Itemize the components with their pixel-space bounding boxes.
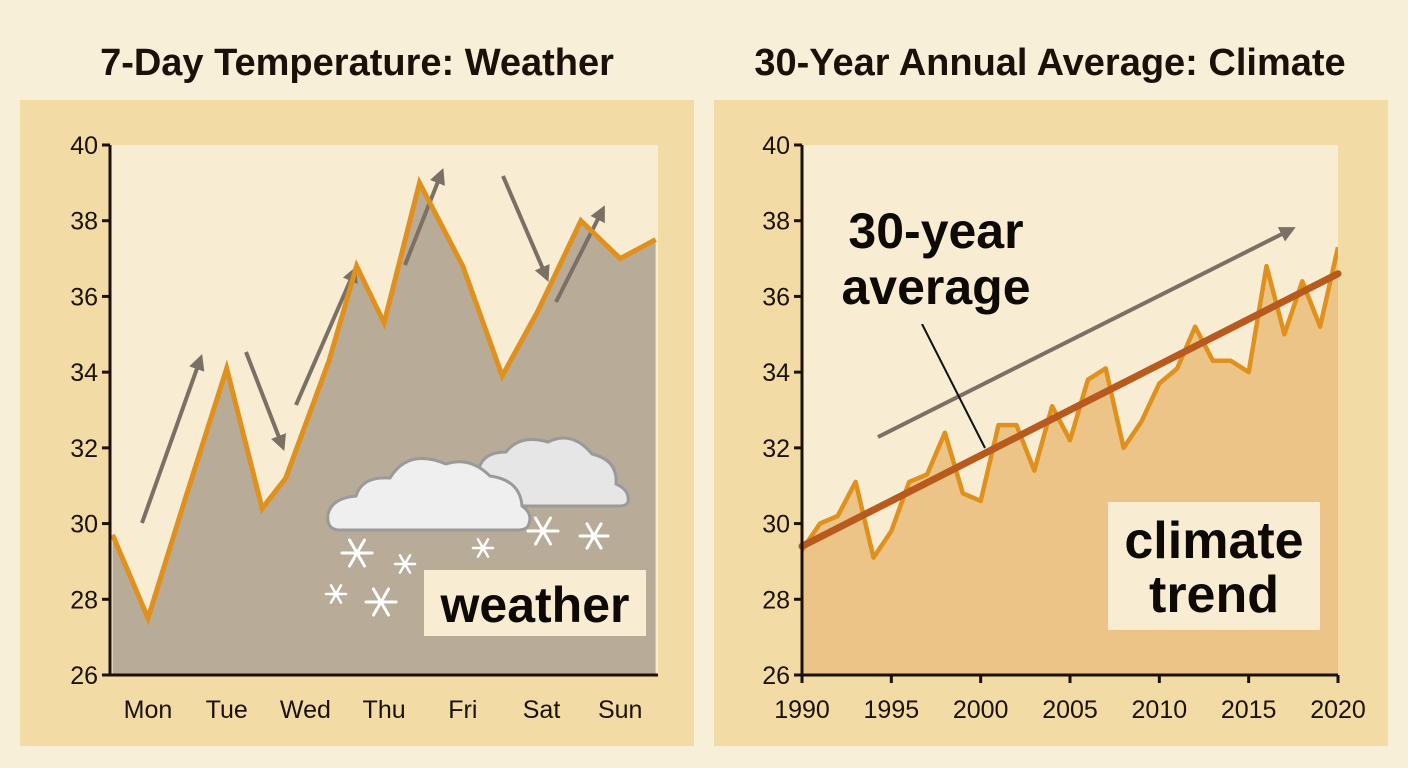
arrow-icon: [877, 227, 1296, 439]
x-tick-label: Sun: [598, 696, 642, 724]
climate-y-ticks: 26 28 30 32 34 36 38 40: [762, 132, 802, 690]
climate-trend-line: [798, 270, 1342, 550]
snowflakes: [324, 516, 610, 617]
x-tick-label: Sat: [523, 696, 561, 724]
average-label-line1: 30-year: [848, 203, 1023, 259]
y-tick-label: 38: [70, 208, 98, 236]
x-tick-label: 1995: [864, 696, 920, 724]
x-tick-label: 2010: [1132, 696, 1188, 724]
snowflake-icon: [578, 522, 610, 550]
arrow-icon: [554, 205, 605, 303]
x-tick-label: 2015: [1221, 696, 1277, 724]
arrow-icon: [501, 175, 550, 282]
snowflake-icon: [393, 554, 417, 574]
climate-panel: 30-Year Annual Average: Climate 30-year …: [714, 42, 1388, 746]
x-tick-label: Mon: [124, 696, 173, 724]
snowflake-icon: [324, 584, 348, 604]
weather-area-fill: [112, 182, 656, 675]
x-tick-label: Thu: [363, 696, 406, 724]
y-tick-label: 38: [762, 208, 790, 236]
y-tick-label: 26: [70, 662, 98, 690]
y-tick-label: 30: [762, 511, 790, 539]
snowflake-icon: [340, 538, 374, 568]
snowflake-icon: [471, 538, 495, 558]
y-tick-label: 36: [762, 283, 790, 311]
y-tick-label: 30: [70, 511, 98, 539]
x-tick-label: 2020: [1310, 696, 1366, 724]
y-tick-label: 26: [762, 662, 790, 690]
snowflake-icon: [526, 516, 560, 546]
arrow-icon: [403, 168, 445, 266]
weather-series-line: [110, 175, 657, 626]
climate-line: [802, 246, 1338, 560]
weather-y-ticks: 26 28 30 32 34 36 38 40: [70, 132, 110, 690]
trend-label-box: [1108, 502, 1320, 630]
weather-label: weather: [440, 577, 630, 633]
trend-label-line1: climate: [1124, 512, 1303, 570]
climate-chart-title: 30-Year Annual Average: Climate: [754, 42, 1345, 84]
y-tick-label: 34: [70, 359, 98, 387]
snowflake-icon: [364, 587, 398, 617]
x-tick-label: 2000: [953, 696, 1009, 724]
weather-chart-title: 7-Day Temperature: Weather: [100, 42, 614, 84]
trend-label-line2: trend: [1149, 566, 1279, 624]
weather-arrows: [140, 168, 605, 524]
trend-line: [798, 270, 1342, 550]
y-tick-label: 34: [762, 359, 790, 387]
cloud-icon: [326, 456, 532, 532]
weather-panel: 7-Day Temperature: Weather weather 26 28 3…: [20, 42, 694, 746]
arrow-icon: [140, 353, 205, 524]
weather-line: [110, 175, 657, 626]
arrow-icon: [294, 266, 358, 406]
average-pointer: [921, 323, 986, 449]
average-label-line2: average: [841, 259, 1030, 315]
weather-x-ticks: Mon Tue Wed Thu Fri Sat Sun: [124, 696, 643, 724]
y-tick-label: 28: [762, 586, 790, 614]
x-tick-label: 1990: [774, 696, 830, 724]
y-tick-label: 32: [70, 435, 98, 463]
weather-label-box: [424, 570, 646, 636]
y-tick-label: 28: [70, 586, 98, 614]
x-tick-label: Tue: [206, 696, 248, 724]
x-tick-label: Wed: [280, 696, 331, 724]
weather-area: [112, 182, 656, 675]
climate-series-line: [802, 246, 1338, 560]
y-tick-label: 36: [70, 283, 98, 311]
y-tick-label: 40: [762, 132, 790, 160]
average-label-box: [826, 190, 1046, 324]
y-tick-label: 40: [70, 132, 98, 160]
climate-x-ticks: 1990 1995 2000 2005 2010 2015 2020: [774, 675, 1366, 724]
x-tick-label: 2005: [1042, 696, 1098, 724]
y-tick-label: 32: [762, 435, 790, 463]
x-tick-label: Fri: [448, 696, 477, 724]
arrow-icon: [244, 351, 286, 451]
